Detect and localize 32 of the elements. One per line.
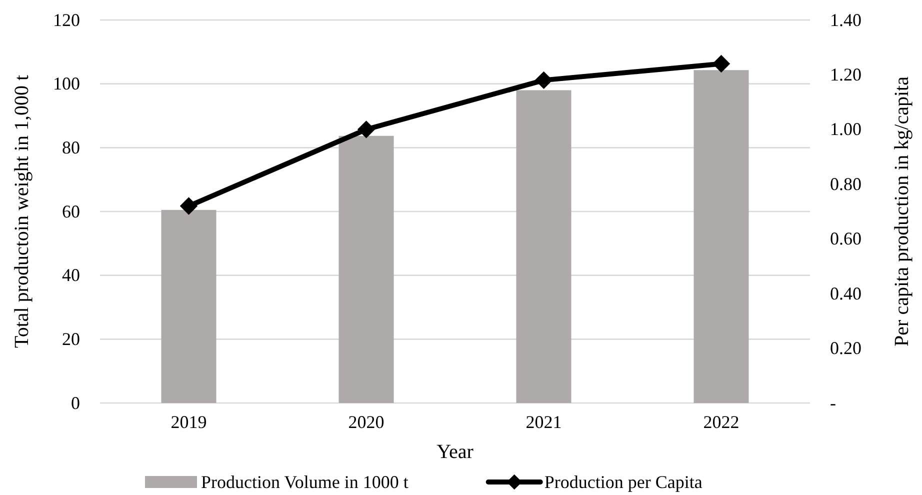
legend-label: Production per Capita	[544, 472, 702, 492]
legend-label: Production Volume in 1000 t	[201, 472, 408, 492]
y-tick-label: 60	[62, 201, 80, 222]
y2-tick-label: 0.40	[830, 283, 862, 304]
y-tick-label: 0	[71, 392, 80, 413]
bar	[516, 90, 572, 403]
x-tick-label: 2019	[170, 412, 207, 432]
x-tick-label: 2020	[348, 412, 384, 432]
y2-tick-label: 1.00	[830, 119, 862, 140]
point	[534, 71, 553, 90]
y-tick-label: 80	[62, 137, 80, 158]
y2-tick-label: 1.20	[830, 64, 862, 84]
bar	[694, 70, 749, 403]
bar	[161, 210, 216, 403]
y2-tick-label: 0.60	[830, 228, 862, 249]
y-axis-title: Total productoin weight in 1,000 t	[11, 74, 33, 348]
x-axis-title: Year	[436, 441, 474, 463]
y-tick-label: 100	[53, 74, 80, 94]
point	[712, 54, 730, 73]
x-tick-label: 2021	[526, 412, 562, 432]
y-tick-label: 20	[62, 328, 80, 349]
y2-tick-label: -	[830, 392, 836, 413]
y2-tick-label: 0.20	[830, 338, 862, 358]
x-tick-label: 2022	[703, 412, 740, 432]
y2-axis-title: Per capita production in kg/capita	[891, 76, 913, 346]
y2-tick-label: 0.80	[830, 174, 862, 194]
point	[180, 197, 198, 215]
y2-tick-label: 1.40	[830, 10, 862, 30]
bar	[338, 136, 394, 403]
y-tick-label: 120	[53, 10, 80, 30]
y-tick-label: 40	[62, 265, 80, 286]
point	[357, 120, 376, 138]
